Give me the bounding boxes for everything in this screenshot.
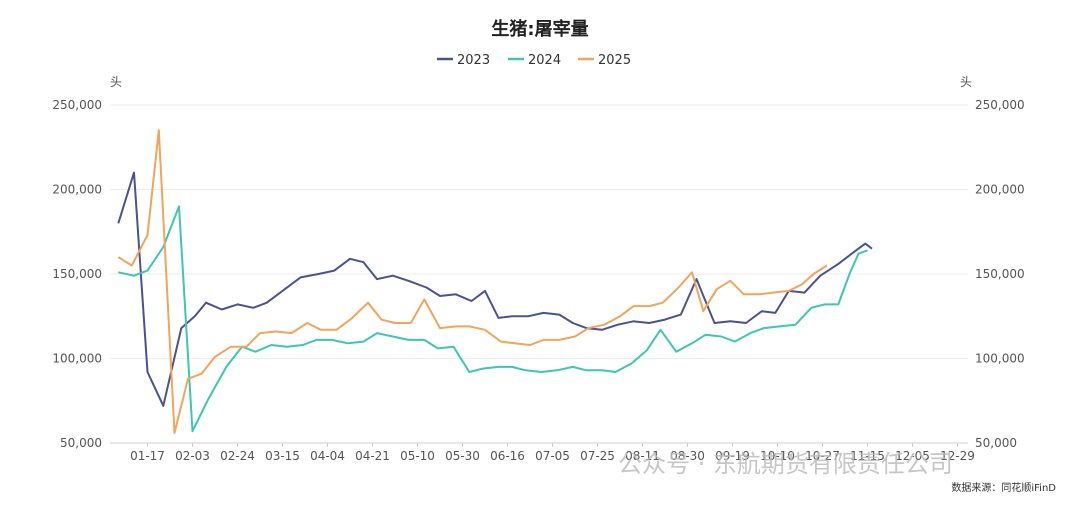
legend-label-2023: 2023 [457,53,490,68]
legend-label-2024: 2024 [528,53,561,68]
x-tick-label: 06-16 [490,449,525,463]
x-tick-label: 07-25 [580,449,615,463]
right-y-axis: 50,000 100,000 150,000 200,000 250,000 [975,98,1025,450]
chart-title: 生猪:屠宰量 [491,18,588,40]
y-tick-label-right: 50,000 [975,436,1017,450]
x-axis: 01-17 02-03 02-24 03-15 04-04 04-21 05-10 05-30… [130,443,975,463]
y-tick-label-right: 200,000 [975,183,1025,197]
y-tick-label-left: 250,000 [52,98,102,112]
y-tick-label-left: 50,000 [60,436,102,450]
y-tick-label-left: 150,000 [52,267,102,281]
legend-label-2025: 2025 [598,53,631,68]
y-tick-label-left: 200,000 [52,183,102,197]
x-tick-label: 02-24 [220,449,255,463]
right-axis-unit: 头 [960,75,972,89]
x-tick-label: 01-17 [130,449,165,463]
x-tick-label: 08-11 [625,449,660,463]
legend: 2023 2024 2025 [437,53,631,68]
x-tick-label: 12-29 [940,449,975,463]
x-tick-label: 11-15 [850,449,885,463]
x-tick-label: 03-15 [265,449,300,463]
y-tick-label-right: 250,000 [975,98,1025,112]
x-tick-label: 04-21 [355,449,390,463]
data-source: 数据来源：同花顺iFinD [951,481,1056,494]
series-line-2023 [117,171,873,407]
series [117,129,873,434]
x-tick-label: 08-30 [670,449,705,463]
y-tick-label-right: 100,000 [975,352,1025,366]
y-tick-label-right: 150,000 [975,267,1025,281]
x-tick-label: 05-30 [445,449,480,463]
y-tick-label-left: 100,000 [52,352,102,366]
left-axis-unit: 头 [110,75,122,89]
grid [110,104,968,444]
x-tick-label: 12-05 [895,449,930,463]
watermark-text: 公众号 · 东航期货有限责任公司 [618,450,953,478]
x-tick-label: 09-19 [715,449,750,463]
series-line-2024 [118,205,868,433]
x-tick-label: 07-05 [535,449,570,463]
x-tick-label: 02-03 [175,449,210,463]
left-y-axis: 50,000 100,000 150,000 200,000 250,000 [52,98,102,450]
x-tick-label: 10-27 [805,449,840,463]
x-tick-label: 10-10 [760,449,795,463]
x-tick-label: 05-10 [400,449,435,463]
series-line-2025 [117,129,828,434]
x-tick-label: 04-04 [310,449,345,463]
